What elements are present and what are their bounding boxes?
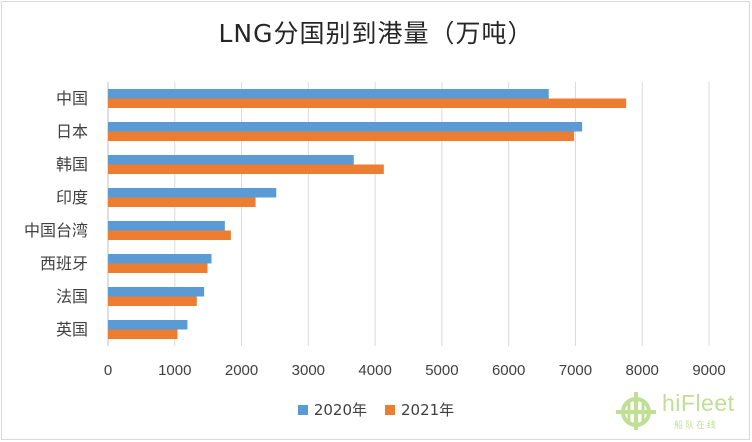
bar-英国-2021年 <box>108 329 178 339</box>
category-label: 英国 <box>56 320 88 339</box>
bar-法国-2020年 <box>108 287 205 297</box>
x-tick-labels: 0 1000 2000 3000 4000 5000 6000 7000 8000 9000 <box>104 362 726 379</box>
crosshair-globe-icon <box>616 392 656 430</box>
bar-韩国-2020年 <box>108 155 354 165</box>
watermark: hiFleet 船队在线 <box>612 388 748 432</box>
x-tick-label: 1000 <box>158 362 191 379</box>
bar-中国台湾-2020年 <box>108 221 225 231</box>
bar-印度-2021年 <box>108 197 256 207</box>
bar-西班牙-2020年 <box>108 254 212 264</box>
bar-印度-2020年 <box>108 188 277 198</box>
category-label: 西班牙 <box>40 254 88 273</box>
x-tick-label: 8000 <box>626 362 659 379</box>
category-label: 法国 <box>56 287 88 306</box>
chart-title: LNG分国别到港量（万吨） <box>218 19 534 48</box>
x-tick-label: 3000 <box>292 362 325 379</box>
x-tick-label: 7000 <box>559 362 592 379</box>
legend-label-2021: 2021年 <box>401 401 455 419</box>
legend-item-2020: 2020年 <box>297 399 367 420</box>
category-label: 印度 <box>56 188 88 207</box>
category-label: 韩国 <box>56 155 88 174</box>
legend-label-2020: 2020年 <box>313 401 367 419</box>
bar-中国-2021年 <box>108 98 627 108</box>
legend-swatch-2021 <box>385 404 395 415</box>
category-label: 日本 <box>56 122 88 141</box>
legend: 2020年 2021年 <box>0 399 752 420</box>
bar-法国-2021年 <box>108 296 197 306</box>
x-tick-label: 5000 <box>425 362 458 379</box>
bar-英国-2020年 <box>108 320 188 330</box>
category-label: 中国台湾 <box>24 221 88 240</box>
gridlines <box>107 82 710 346</box>
x-tick-label: 4000 <box>358 362 391 379</box>
legend-item-2021: 2021年 <box>385 399 454 420</box>
bar-中国-2020年 <box>108 89 549 99</box>
watermark-tagline: 船队在线 <box>674 421 719 431</box>
bar-日本-2021年 <box>108 131 575 141</box>
x-tick-label: 6000 <box>492 362 525 379</box>
bars <box>108 89 627 339</box>
watermark-brand: hiFleet <box>662 390 735 416</box>
bar-中国台湾-2021年 <box>108 230 231 240</box>
x-tick-label: 0 <box>104 362 112 379</box>
x-tick-label: 9000 <box>692 362 725 379</box>
bar-西班牙-2021年 <box>108 263 208 273</box>
category-label: 中国 <box>56 89 88 108</box>
bar-韩国-2021年 <box>108 164 384 174</box>
bar-日本-2020年 <box>108 122 583 132</box>
legend-swatch-2020 <box>297 404 308 415</box>
x-tick-label: 2000 <box>225 362 258 379</box>
